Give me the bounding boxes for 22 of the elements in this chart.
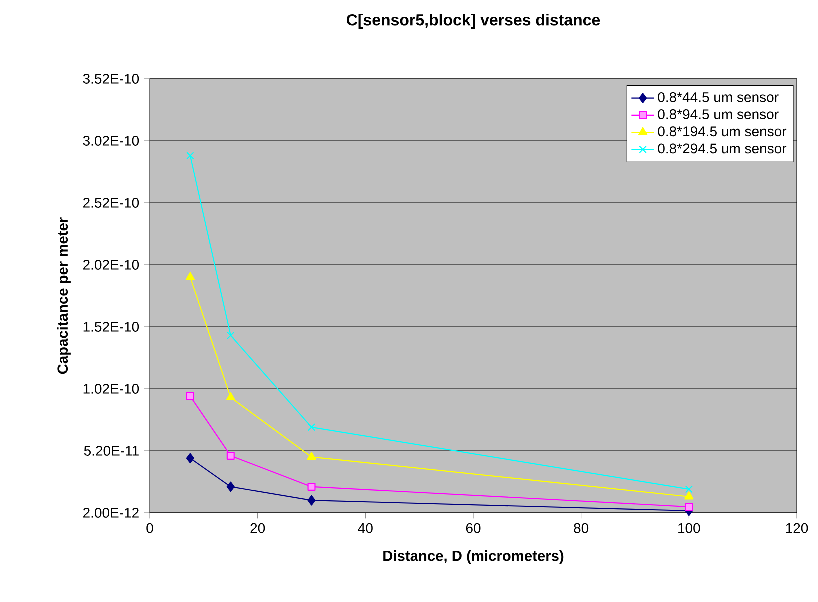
x-tick-label: 20 [250, 523, 266, 534]
x-tick-label: 120 [786, 523, 808, 534]
x-axis-title: Distance, D (micrometers) [384, 550, 564, 564]
y-tick-label: 2.02E-10 [83, 260, 140, 270]
y-tick-label: 3.02E-10 [83, 136, 140, 146]
y-tick-label: 2.00E-12 [83, 508, 139, 518]
x-tick-label: 0 [146, 523, 154, 534]
x-tick-label: 40 [358, 523, 373, 534]
y-tick-label: 3.52E-10 [83, 74, 140, 84]
y-tick-label: 1.02E-10 [84, 384, 140, 394]
chart-title: C[sensor5,block] verses distance [346, 14, 600, 29]
legend-label: 0.8*194.5 um sensor [658, 126, 787, 137]
x-tick-label: 100 [678, 523, 700, 534]
y-tick-label: 1.52E-10 [84, 322, 140, 332]
x-tick-label: 60 [466, 523, 481, 534]
legend-label: 0.8*294.5 um sensor [658, 144, 787, 154]
y-tick-label: 5.20E-11 [84, 446, 139, 456]
y-axis-title: Capacitance per meter [57, 218, 71, 374]
y-tick-label: 2.52E-10 [83, 198, 140, 208]
legend-label: 0.8*94.5 um sensor [658, 110, 779, 120]
legend-label: 0.8*44.5 um sensor [658, 92, 779, 102]
x-tick-label: 80 [574, 523, 589, 534]
